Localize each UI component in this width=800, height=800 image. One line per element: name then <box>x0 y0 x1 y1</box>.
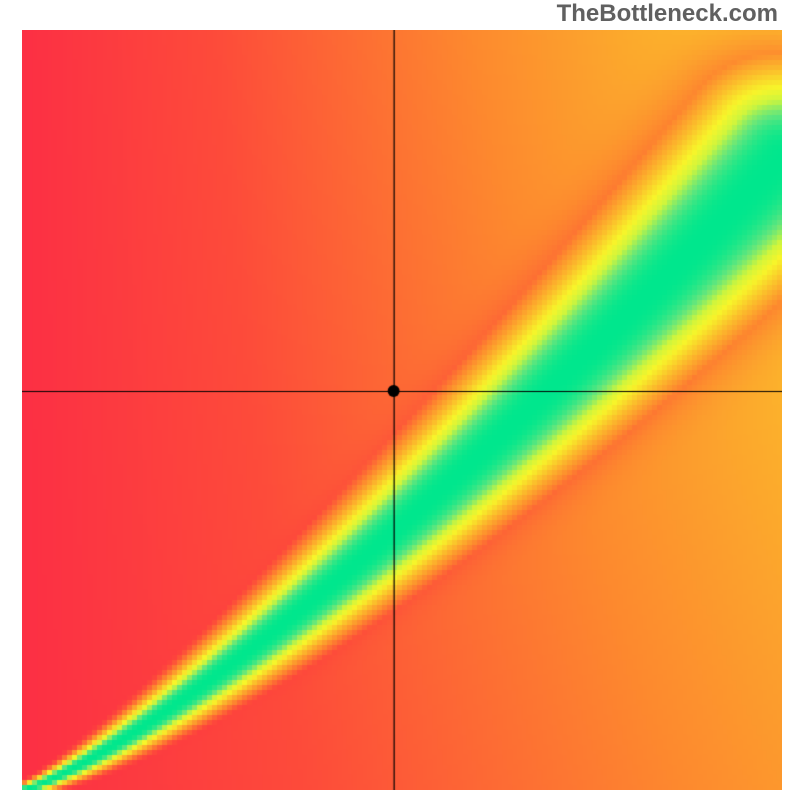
heatmap-canvas <box>22 30 782 790</box>
heatmap-plot-area <box>22 30 782 790</box>
bottleneck-chart-container: TheBottleneck.com <box>0 0 800 800</box>
watermark-text: TheBottleneck.com <box>557 0 778 28</box>
